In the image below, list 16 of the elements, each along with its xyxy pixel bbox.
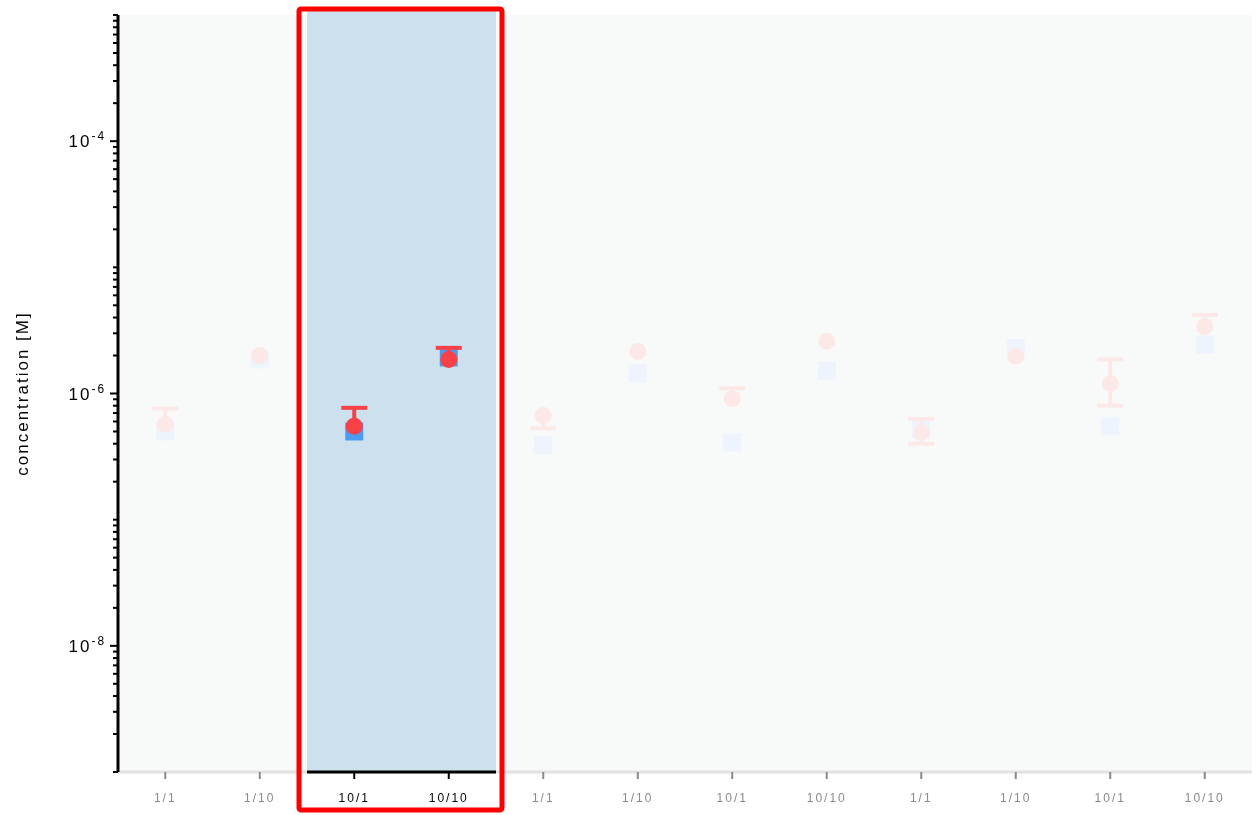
x-tick-label: 1/10 [1000,791,1032,805]
x-tick-label: 10/10 [428,791,469,805]
x-tick-label: 1/1 [909,791,933,805]
x-tick-label: 1/1 [531,791,555,805]
x-tick-label: 1/1 [153,791,177,805]
y-axis-title: concentration [M] [13,311,32,476]
x-tick-label: 10/1 [1094,791,1126,805]
x-tick-label: 1/10 [622,791,654,805]
y-tick-label: 10$^{-8}$ [68,633,106,656]
y-tick-label: 10$^{-6}$ [68,381,106,404]
x-tick-label: 10/1 [338,791,370,805]
x-tick-label: 10/10 [806,791,847,805]
x-tick-label: 1/10 [244,791,276,805]
y-tick-label: 10$^{-4}$ [68,129,106,152]
x-tick-label: 10/10 [1184,791,1225,805]
x-tick-label: 10/1 [716,791,748,805]
